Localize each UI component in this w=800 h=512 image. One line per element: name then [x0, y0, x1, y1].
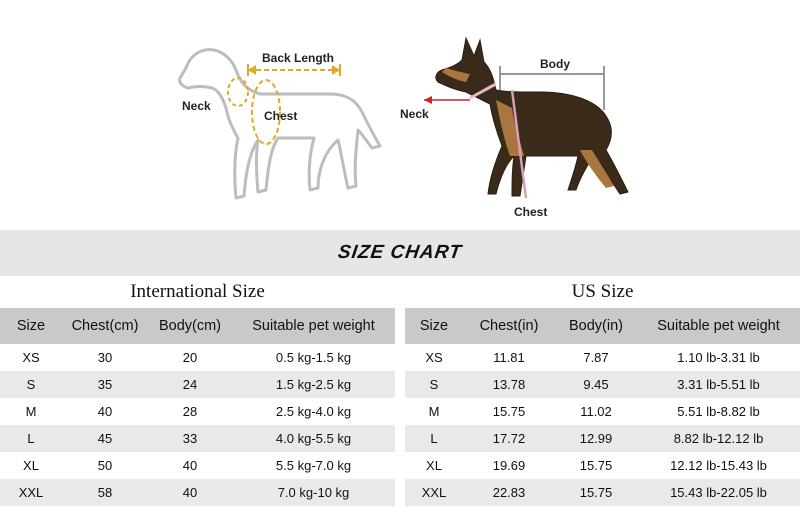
international-size-table: Size Chest(cm) Body(cm) Suitable pet wei…: [0, 308, 395, 506]
table-row: M 40 28 2.5 kg-4.0 kg: [0, 398, 395, 425]
measurement-illustrations: Back Length Neck Chest Body Neck Chest: [178, 36, 629, 219]
cell-body: 40: [148, 452, 232, 479]
cell-body: 9.45: [555, 371, 637, 398]
table-header-row: Size Chest(in) Body(in) Suitable pet wei…: [405, 308, 800, 344]
cell-chest: 15.75: [463, 398, 555, 425]
us-size-table: Size Chest(in) Body(in) Suitable pet wei…: [405, 308, 800, 506]
cell-size: XL: [405, 452, 463, 479]
dog-outline-diagram: Back Length Neck Chest: [178, 48, 382, 200]
table-row: M 15.75 11.02 5.51 lb-8.82 lb: [405, 398, 800, 425]
cell-size: M: [0, 398, 62, 425]
back-length-label: Back Length: [262, 51, 334, 65]
cell-chest: 11.81: [463, 344, 555, 371]
cell-size: L: [405, 425, 463, 452]
cell-body: 7.87: [555, 344, 637, 371]
cell-weight: 12.12 lb-15.43 lb: [637, 452, 800, 479]
neck-label-left: Neck: [182, 99, 211, 113]
cell-weight: 0.5 kg-1.5 kg: [232, 344, 395, 371]
size-chart-title: SIZE CHART: [336, 242, 464, 263]
header-weight: Suitable pet weight: [637, 308, 800, 344]
table-row: XL 19.69 15.75 12.12 lb-15.43 lb: [405, 452, 800, 479]
table-header-row: Size Chest(cm) Body(cm) Suitable pet wei…: [0, 308, 395, 344]
cell-chest: 19.69: [463, 452, 555, 479]
cell-chest: 40: [62, 398, 148, 425]
table-row: XS 30 20 0.5 kg-1.5 kg: [0, 344, 395, 371]
chest-label-left: Chest: [264, 109, 297, 123]
cell-chest: 17.72: [463, 425, 555, 452]
cell-body: 33: [148, 425, 232, 452]
table-row: L 17.72 12.99 8.82 lb-12.12 lb: [405, 425, 800, 452]
cell-weight: 4.0 kg-5.5 kg: [232, 425, 395, 452]
cell-size: S: [405, 371, 463, 398]
table-row: S 13.78 9.45 3.31 lb-5.51 lb: [405, 371, 800, 398]
cell-chest: 58: [62, 479, 148, 506]
dog-outline-icon: [178, 48, 382, 200]
table-row: XXL 22.83 15.75 15.43 lb-22.05 lb: [405, 479, 800, 506]
cell-chest: 45: [62, 425, 148, 452]
cell-chest: 50: [62, 452, 148, 479]
cell-weight: 15.43 lb-22.05 lb: [637, 479, 800, 506]
cell-weight: 1.10 lb-3.31 lb: [637, 344, 800, 371]
cell-size: XXL: [0, 479, 62, 506]
german-shepherd-icon: [435, 36, 629, 197]
cell-weight: 8.82 lb-12.12 lb: [637, 425, 800, 452]
cell-weight: 2.5 kg-4.0 kg: [232, 398, 395, 425]
table-row: S 35 24 1.5 kg-2.5 kg: [0, 371, 395, 398]
body-label-right: Body: [540, 57, 570, 71]
header-chest: Chest(cm): [62, 308, 148, 344]
cell-body: 15.75: [555, 479, 637, 506]
header-body: Body(cm): [148, 308, 232, 344]
dog-photo-diagram: Body Neck Chest: [400, 36, 629, 219]
cell-size: XXL: [405, 479, 463, 506]
cell-body: 15.75: [555, 452, 637, 479]
table-row: XXL 58 40 7.0 kg-10 kg: [0, 479, 395, 506]
cell-size: S: [0, 371, 62, 398]
cell-body: 12.99: [555, 425, 637, 452]
cell-size: L: [0, 425, 62, 452]
header-body: Body(in): [555, 308, 637, 344]
cell-body: 20: [148, 344, 232, 371]
cell-size: M: [405, 398, 463, 425]
cell-weight: 7.0 kg-10 kg: [232, 479, 395, 506]
header-weight: Suitable pet weight: [232, 308, 395, 344]
cell-body: 40: [148, 479, 232, 506]
table-row: XS 11.81 7.87 1.10 lb-3.31 lb: [405, 344, 800, 371]
us-size-title: US Size: [571, 281, 634, 302]
cell-chest: 35: [62, 371, 148, 398]
cell-weight: 5.51 lb-8.82 lb: [637, 398, 800, 425]
cell-size: XS: [0, 344, 62, 371]
table-row: L 45 33 4.0 kg-5.5 kg: [0, 425, 395, 452]
cell-chest: 30: [62, 344, 148, 371]
cell-chest: 13.78: [463, 371, 555, 398]
size-chart-banner: SIZE CHART: [0, 230, 800, 276]
header-chest: Chest(in): [463, 308, 555, 344]
international-size-title: International Size: [130, 281, 265, 302]
cell-body: 24: [148, 371, 232, 398]
header-size: Size: [0, 308, 62, 344]
table-row: XL 50 40 5.5 kg-7.0 kg: [0, 452, 395, 479]
neck-label-right: Neck: [400, 107, 429, 121]
chest-label-right: Chest: [514, 205, 547, 219]
cell-body: 28: [148, 398, 232, 425]
header-size: Size: [405, 308, 463, 344]
cell-size: XL: [0, 452, 62, 479]
cell-weight: 1.5 kg-2.5 kg: [232, 371, 395, 398]
cell-body: 11.02: [555, 398, 637, 425]
cell-weight: 3.31 lb-5.51 lb: [637, 371, 800, 398]
cell-chest: 22.83: [463, 479, 555, 506]
cell-size: XS: [405, 344, 463, 371]
cell-weight: 5.5 kg-7.0 kg: [232, 452, 395, 479]
